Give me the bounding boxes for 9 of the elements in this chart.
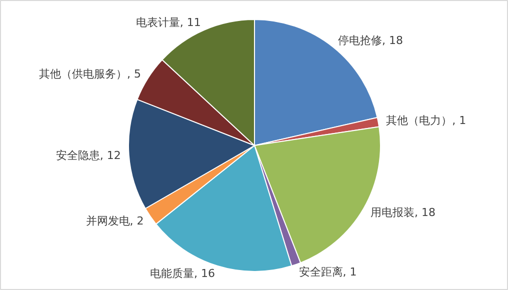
slice-label: 安全距离, 1 [298, 265, 357, 278]
slice-label: 安全隐患, 12 [56, 149, 121, 162]
slice-label: 电表计量, 11 [136, 16, 201, 30]
slice-label: 电能质量, 16 [150, 267, 216, 280]
slice-label: 并网发电, 2 [86, 214, 144, 228]
slice-label: 用电报装, 18 [370, 206, 436, 219]
slice-label: 其他（供电服务）, 5 [39, 68, 142, 81]
slice-label: 其他（电力）, 1 [386, 114, 466, 128]
slice-label: 停电抢修, 18 [338, 34, 404, 48]
